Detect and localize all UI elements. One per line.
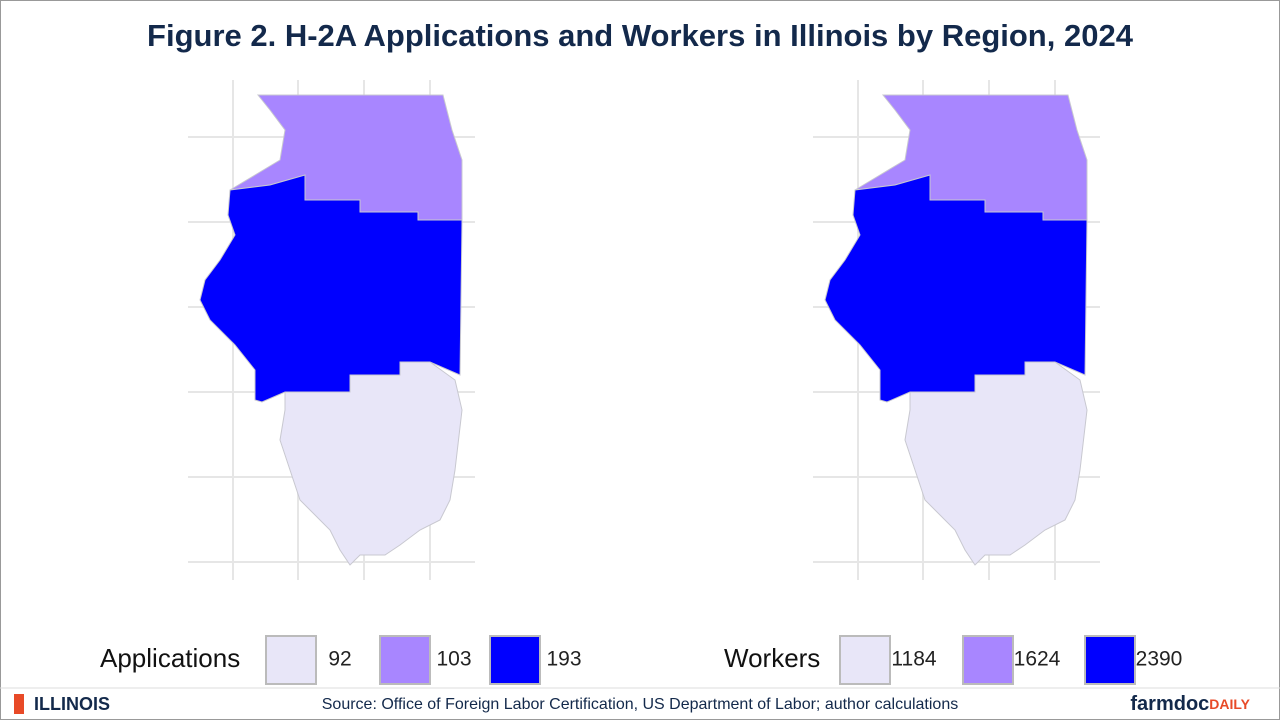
legend-swatch <box>489 635 541 685</box>
logo-mark <box>14 694 24 714</box>
legend-swatch <box>379 635 431 685</box>
brand-suffix: DAILY <box>1209 696 1250 712</box>
legend-swatch <box>839 635 891 685</box>
region <box>199 174 463 403</box>
source: Source: Office of Foreign Labor Certific… <box>322 696 958 713</box>
logo: ILLINOIS <box>34 694 110 714</box>
brand-name: farmdoc <box>1130 693 1209 715</box>
legend-label: 1184 <box>891 648 936 671</box>
legend-swatch <box>962 635 1014 685</box>
legend-swatch <box>265 635 317 685</box>
legend-title: Workers <box>724 643 820 673</box>
legend-swatch <box>1084 635 1136 685</box>
legend-label: 92 <box>328 648 351 671</box>
legend-label: 1624 <box>1014 648 1061 671</box>
legend-label: 193 <box>546 648 581 671</box>
legend-label: 2390 <box>1136 648 1183 671</box>
legend-title: Applications <box>100 643 240 673</box>
title: Figure 2. H-2A Applications and Workers … <box>147 18 1134 53</box>
legend-label: 103 <box>436 648 471 671</box>
brand: farmdocDAILY <box>1130 693 1250 715</box>
region <box>824 174 1088 403</box>
